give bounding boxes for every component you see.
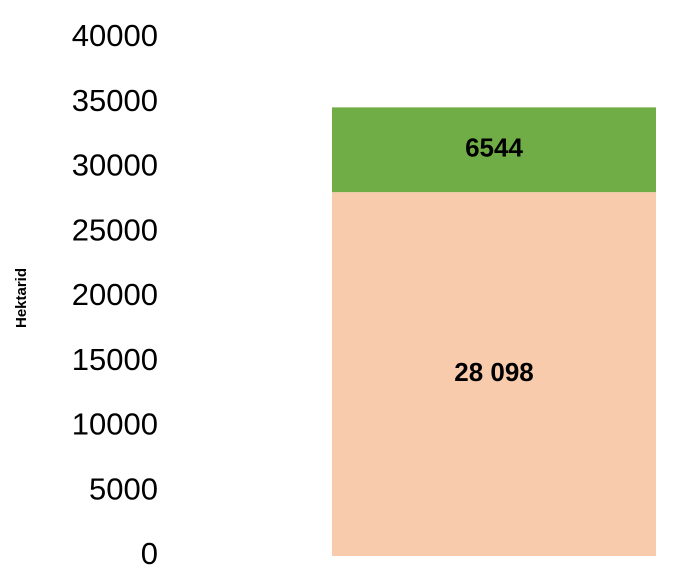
y-tick-label: 0 [141, 536, 158, 571]
y-tick-label: 25000 [72, 212, 158, 247]
y-tick-label: 40000 [72, 18, 158, 53]
y-axis-label: Hektarid [13, 268, 30, 328]
data-label: 6544 [465, 133, 523, 163]
data-label: 28 098 [454, 357, 534, 387]
y-tick-label: 5000 [89, 471, 158, 506]
y-tick-label: 20000 [72, 277, 158, 312]
bar-segment [332, 192, 656, 556]
y-tick-label: 10000 [72, 407, 158, 442]
bar-segment [332, 107, 656, 193]
y-tick-label: 15000 [72, 342, 158, 377]
y-tick-label: 35000 [72, 83, 158, 118]
y-tick-label: 30000 [72, 148, 158, 183]
